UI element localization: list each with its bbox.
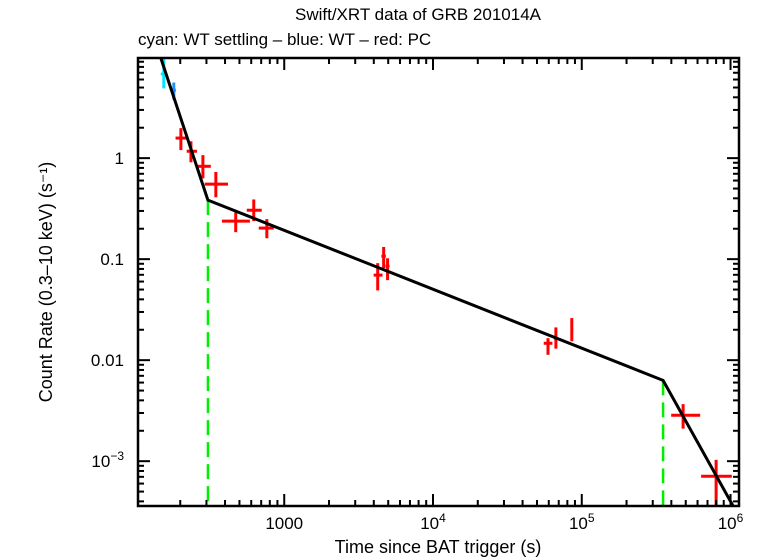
y-axis-label: Count Rate (0.3–10 keV) (s⁻¹)	[36, 162, 56, 403]
chart-title: Swift/XRT data of GRB 201014A	[295, 5, 542, 24]
chart-subtitle: cyan: WT settling – blue: WT – red: PC	[138, 30, 431, 49]
data-point-pc	[570, 318, 574, 342]
data-point-pc	[175, 128, 187, 151]
y-tick-label: 1	[115, 149, 124, 168]
x-axis-label: Time since BAT trigger (s)	[335, 537, 542, 557]
data-point-pc	[701, 459, 732, 506]
data-point-pc	[195, 155, 211, 179]
x-tick-label: 106	[718, 511, 744, 533]
y-tick-label: 0.1	[100, 250, 124, 269]
data-point-pc	[204, 171, 229, 198]
data-point-pc	[671, 404, 701, 429]
data-point-pc	[543, 338, 553, 355]
tick-labels: 1000 104 105 106 1 0.1 0.01 10−3	[91, 149, 744, 533]
y-tick-label: 10−3	[91, 449, 124, 471]
plot-area	[159, 58, 735, 506]
x-tick-label: 104	[420, 511, 446, 533]
x-tick-label: 1000	[265, 514, 303, 533]
plot-frame	[136, 56, 741, 508]
x-tick-label: 105	[569, 511, 595, 533]
y-tick-label: 0.01	[91, 351, 124, 370]
axis-ticks	[138, 58, 739, 506]
model-fit-line	[159, 58, 735, 506]
data-point-pc	[385, 258, 390, 281]
data-point-pc	[381, 246, 386, 269]
data-point-pc	[221, 212, 250, 233]
